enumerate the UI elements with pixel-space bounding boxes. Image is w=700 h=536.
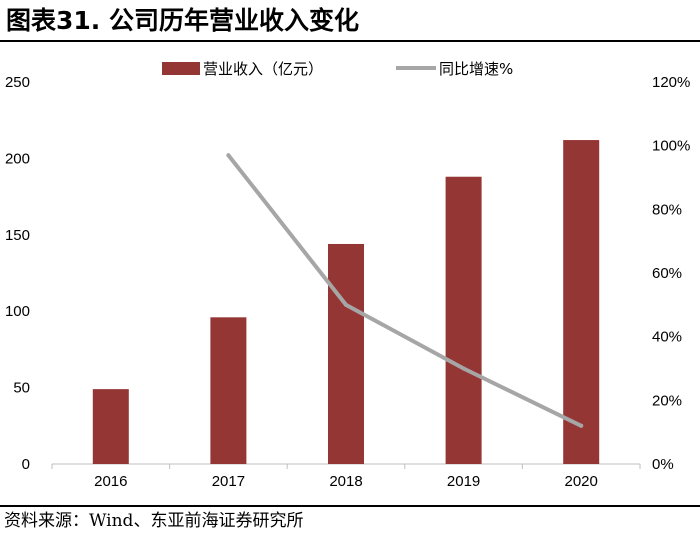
bar [328,243,364,464]
x-tick-label: 2016 [94,473,127,490]
y-right-tick-label: 80% [652,201,682,218]
bar-series [92,140,600,464]
x-tick-label: 2020 [565,473,598,490]
axes: 0 50 100 150 200 250 0% 20% 40% 60% 80% 100% 120% 201… [5,74,690,490]
line-point [579,423,584,428]
y-left-tick-label: 0 [22,456,30,473]
y-left-tick-label: 150 [5,227,30,244]
y-right-tick-label: 100% [652,138,690,155]
bar [563,140,600,464]
source-note: 资料来源：Wind、东亚前海证券研究所 [4,511,304,531]
legend-bar-label: 营业收入（亿元） [203,60,323,78]
top-rule [0,40,700,42]
x-tick-label: 2017 [212,473,245,490]
bar [210,317,247,464]
y-right-tick-label: 0% [652,456,674,473]
line-series [226,153,584,428]
growth-line [226,153,584,428]
figure-title: 图表31. 公司历年营业收入变化 [6,6,359,35]
y-right-tick-label: 120% [652,74,690,91]
legend: 营业收入（亿元） 同比增速% [162,60,513,78]
title-bar: 图表31. 公司历年营业收入变化 [0,0,700,44]
legend-bar-swatch [162,62,200,75]
x-tick-label: 2018 [329,473,362,490]
legend-line-label: 同比增速% [439,60,513,78]
y-right-tick-label: 40% [652,329,682,346]
x-tick-label: 2019 [447,473,480,490]
line-point [344,302,348,307]
revenue-chart: 营业收入（亿元） 同比增速% 0 50 100 150 200 250 0% 20% 40% 60… [5,60,690,490]
bar [92,389,129,464]
bottom-rule [0,505,700,507]
line-point [226,153,231,158]
y-right-tick-label: 20% [652,392,682,409]
y-left-tick-label: 250 [5,74,30,91]
y-left-tick-label: 100 [5,303,30,320]
line-point [461,366,466,371]
y-left-tick-label: 200 [5,150,30,167]
y-left-tick-label: 50 [13,380,30,397]
y-right-tick-label: 60% [652,265,682,282]
bar [445,176,482,464]
